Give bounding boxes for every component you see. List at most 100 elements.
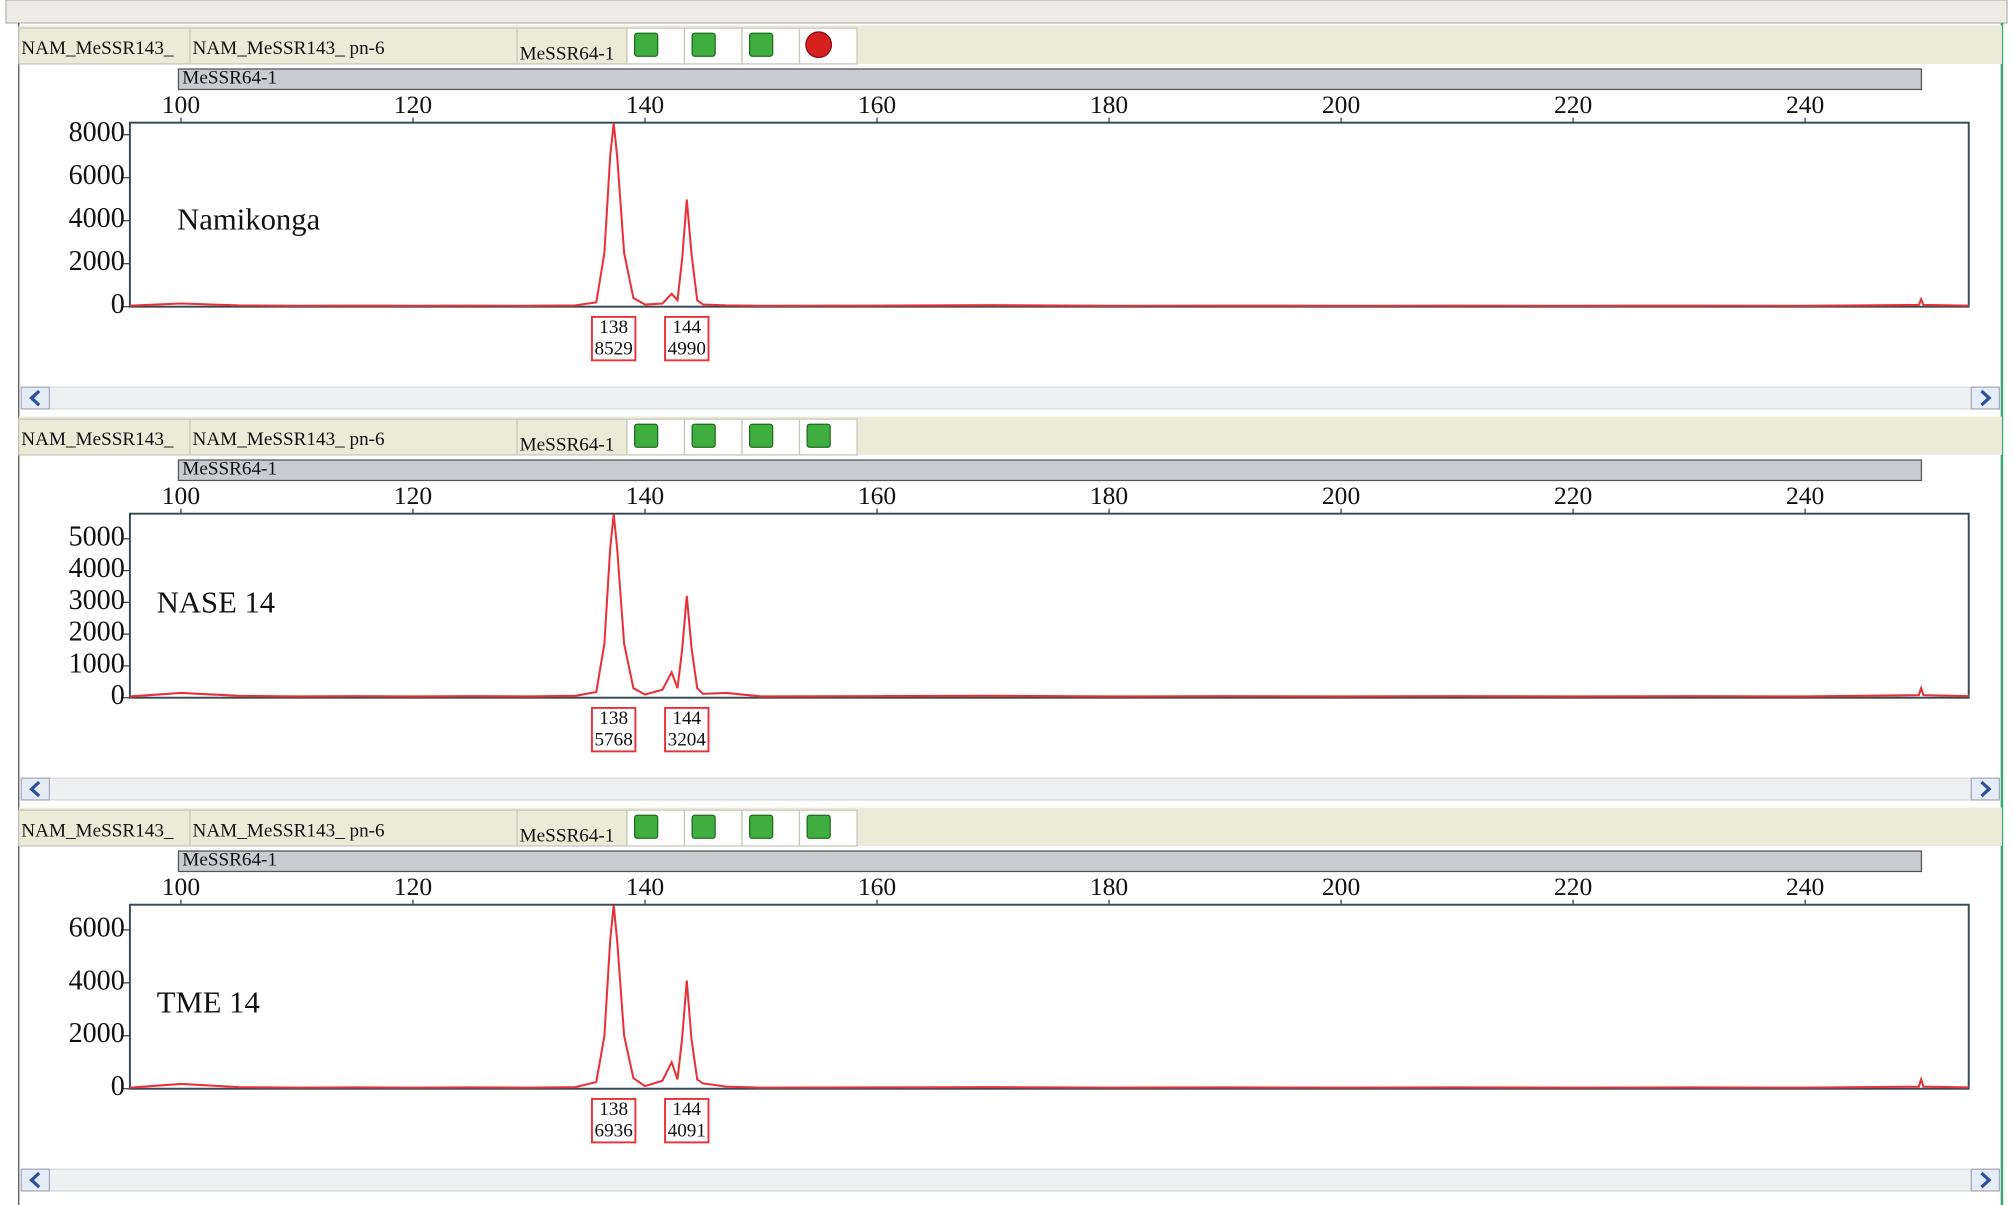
status-green [691, 32, 716, 57]
x-tick-label: 120 [394, 481, 432, 510]
header-cell [189, 27, 518, 65]
y-tick-label: 4000 [69, 203, 125, 234]
status-green [806, 814, 831, 839]
peak-height: 4091 [668, 1121, 706, 1142]
status-red [805, 31, 833, 59]
peak-label-box [664, 315, 710, 362]
peak-height: 3204 [668, 730, 707, 751]
peak-label-box [590, 1097, 637, 1144]
x-tick-label: 220 [1554, 481, 1592, 510]
x-tick-label: 180 [1090, 481, 1128, 510]
peak-label-box [590, 706, 637, 753]
scroll-right[interactable] [1970, 777, 2001, 801]
peak-allele: 144 [672, 708, 701, 729]
status-green [806, 423, 831, 448]
status-green [691, 423, 716, 448]
status-green [634, 814, 659, 839]
bin-label: MeSSR64-1 [182, 68, 277, 89]
peak-allele: 144 [672, 1099, 701, 1120]
scroll-left[interactable] [20, 1168, 51, 1192]
bin-bar [177, 68, 1923, 91]
x-tick-label: 140 [626, 872, 664, 901]
sample-cell: NAM_MeSSR143_ pn-6 [193, 429, 385, 450]
scroll-right[interactable] [1970, 386, 2001, 410]
peak-label-box [590, 315, 637, 362]
scroll-left-arrow [29, 780, 41, 798]
x-tick-label: 240 [1786, 90, 1824, 119]
scrollbar [20, 1168, 2001, 1192]
x-tick-label: 180 [1090, 90, 1128, 119]
trace [129, 514, 1969, 698]
peak-allele: 138 [599, 317, 628, 338]
bin-label: MeSSR64-1 [182, 850, 277, 871]
x-tick-label: 200 [1322, 481, 1360, 510]
x-tick-label: 100 [162, 481, 200, 510]
scroll-right-arrow [1980, 1171, 1992, 1189]
scroll-left-arrow [29, 389, 41, 407]
peak-allele: 144 [672, 317, 701, 338]
sample-cell: NAM_MeSSR143_ pn-6 [193, 820, 385, 841]
x-tick-label: 220 [1554, 90, 1592, 119]
trace [129, 123, 1969, 307]
x-tick-label: 140 [626, 90, 664, 119]
status-green [749, 814, 774, 839]
y-tick-label: 6000 [69, 912, 125, 943]
marker-cell: MeSSR64-1 [520, 825, 615, 846]
y-tick-label: 6000 [69, 160, 125, 191]
x-tick-label: 160 [858, 90, 896, 119]
x-tick-label: 240 [1786, 872, 1824, 901]
y-tick-label: 2000 [69, 1018, 125, 1049]
peak-height: 4990 [668, 339, 706, 360]
sample-annotation: NASE 14 [157, 586, 275, 620]
sample-annotation: Namikonga [177, 202, 320, 236]
x-tick-label: 120 [394, 872, 432, 901]
scrollbar [20, 386, 2001, 410]
plot-frame [128, 903, 1970, 1090]
scroll-left[interactable] [20, 386, 51, 410]
bin-bar [177, 850, 1923, 873]
x-tick-label: 120 [394, 90, 432, 119]
header-cell [189, 809, 518, 847]
peak-height: 5768 [595, 730, 633, 751]
y-tick-label: 4000 [69, 965, 125, 996]
scroll-left-arrow [29, 1171, 41, 1189]
marker-cell: MeSSR64-1 [520, 434, 615, 455]
header-cell [18, 418, 191, 456]
y-tick-label: 3000 [69, 585, 125, 616]
peak-height: 8529 [595, 339, 633, 360]
sample-cell: NAM_MeSSR143_ pn-6 [193, 38, 385, 59]
header-cell [189, 418, 518, 456]
bin-bar [177, 459, 1923, 482]
x-tick-label: 180 [1090, 872, 1128, 901]
sample-cell: NAM_MeSSR143_ [21, 38, 174, 59]
header-cell [516, 418, 628, 456]
x-tick-label: 100 [162, 872, 200, 901]
y-tick-label: 2000 [69, 617, 125, 648]
status-green [749, 32, 774, 57]
x-tick-label: 160 [858, 481, 896, 510]
scroll-left[interactable] [20, 777, 51, 801]
x-tick-label: 200 [1322, 90, 1360, 119]
peak-allele: 138 [599, 708, 628, 729]
y-tick-label: 8000 [69, 117, 125, 148]
y-tick-label: 0 [111, 289, 125, 320]
peak-allele: 138 [599, 1099, 628, 1120]
top-toolbar [5, 0, 2008, 24]
x-tick-label: 100 [162, 90, 200, 119]
sample-cell: NAM_MeSSR143_ [21, 429, 174, 450]
scroll-right[interactable] [1970, 1168, 2001, 1192]
bin-label: MeSSR64-1 [182, 459, 277, 480]
peak-label-box [664, 706, 710, 753]
x-tick-label: 240 [1786, 481, 1824, 510]
sample-cell: NAM_MeSSR143_ [21, 820, 174, 841]
header-cell [18, 27, 191, 65]
peak-height: 6936 [595, 1121, 633, 1142]
status-green [634, 32, 659, 57]
x-tick-label: 200 [1322, 872, 1360, 901]
y-tick-label: 1000 [69, 648, 125, 679]
y-tick-label: 0 [111, 680, 125, 711]
plot-frame [128, 512, 1970, 699]
sample-annotation: TME 14 [157, 986, 260, 1020]
status-green [691, 814, 716, 839]
